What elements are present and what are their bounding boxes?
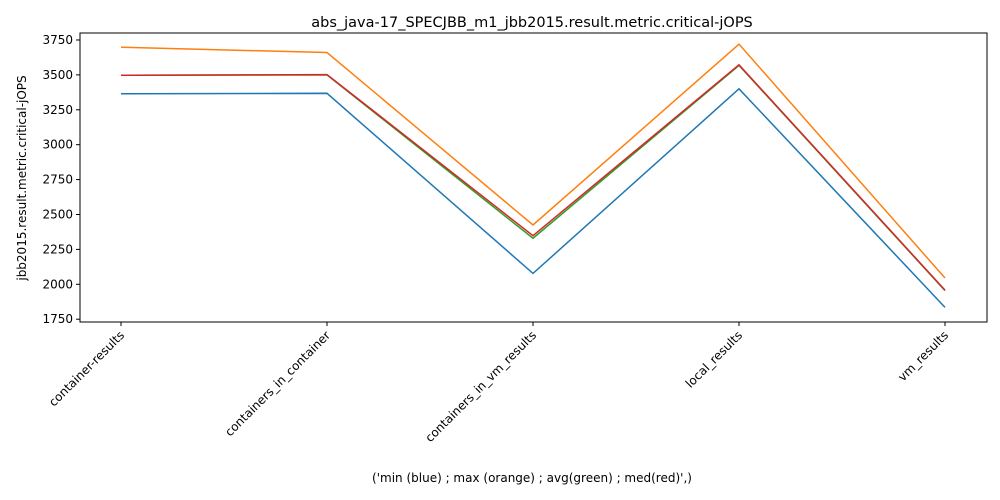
- y-tick-label: 3250: [42, 103, 73, 117]
- y-tick-label: 3000: [42, 138, 73, 152]
- series-line-1: [120, 43, 946, 279]
- plot-frame: [79, 32, 988, 323]
- x-tick-label: local_results: [683, 328, 745, 390]
- y-tick-label: 2000: [42, 277, 73, 291]
- y-tick-label: 2250: [42, 242, 73, 256]
- x-tick-label: containers_in_container: [222, 328, 333, 439]
- x-tick-label: vm_results: [895, 328, 951, 384]
- y-tick-label: 2750: [42, 173, 73, 187]
- x-axis-label: ('min (blue) ; max (orange) ; avg(green)…: [372, 471, 692, 485]
- series-line-2: [120, 64, 946, 292]
- chart-title: abs_java-17_SPECJBB_m1_jbb2015.result.me…: [311, 15, 753, 31]
- x-axis: container-results containers_in_container…: [46, 322, 951, 445]
- x-tick-label: containers_in_vm_results: [422, 328, 539, 445]
- y-axis-label: jbb2015.result.metric.critical-jOPS: [15, 75, 29, 281]
- x-tick-label: container-results: [46, 328, 127, 409]
- y-tick-label: 2500: [42, 207, 73, 221]
- series-line-3: [120, 63, 946, 291]
- y-tick-label: 1750: [42, 312, 73, 326]
- y-axis: 1750 2000 2250 2500 2750 3000 3250 3500 3750: [42, 33, 80, 326]
- series-line-0: [120, 87, 946, 308]
- y-tick-label: 3500: [42, 68, 73, 82]
- plot-area: [120, 43, 946, 308]
- y-tick-label: 3750: [42, 33, 73, 47]
